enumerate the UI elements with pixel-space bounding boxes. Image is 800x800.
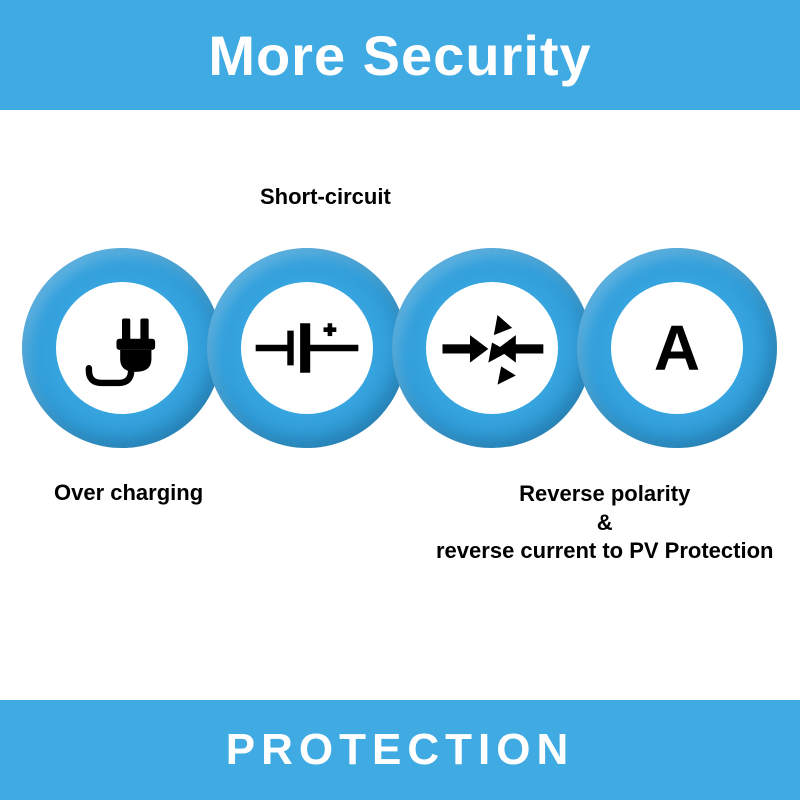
battery-icon [252,313,362,383]
circle-short-circuit [207,248,407,448]
content-area: Short-circuit [0,110,800,700]
reverse-line2: reverse current to PV Protection [436,537,773,566]
label-short-circuit: Short-circuit [260,184,391,210]
reverse-arrows-icon [437,298,547,398]
inner-reverse-polarity [426,282,558,414]
plug-icon [76,302,168,394]
circle-reverse-polarity [392,248,592,448]
reverse-line1: Reverse polarity [436,480,773,509]
footer-band: PROTECTION [0,700,800,800]
label-over-charging: Over charging [54,480,203,506]
header-title: More Security [208,23,591,88]
circle-row: A [22,248,778,448]
inner-ampere: A [611,282,743,414]
ampere-icon: A [654,311,700,385]
inner-short-circuit [241,282,373,414]
inner-over-charging [56,282,188,414]
reverse-amp: & [436,509,773,538]
label-reverse-polarity: Reverse polarity & reverse current to PV… [436,480,773,566]
footer-title: PROTECTION [226,725,574,775]
circle-over-charging [22,248,222,448]
circle-ampere: A [577,248,777,448]
header-band: More Security [0,0,800,110]
